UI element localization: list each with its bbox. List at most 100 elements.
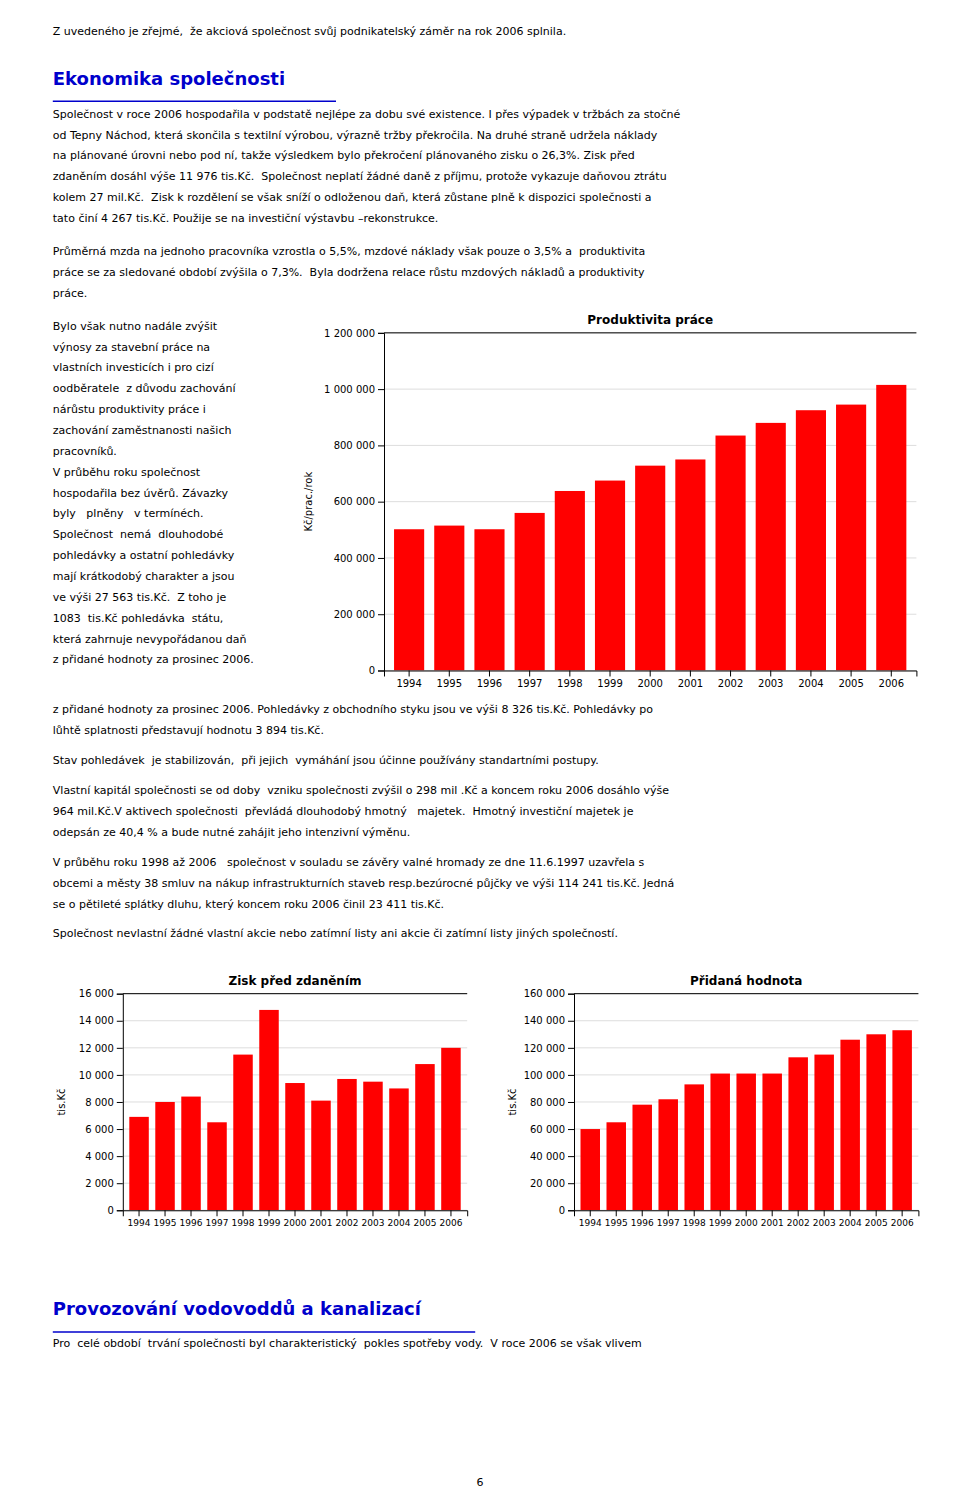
tick: 1998 (557, 670, 582, 688)
tick-mark (165, 1210, 166, 1216)
tick: 4 000 (85, 1151, 123, 1162)
tick: 400 000 (334, 553, 384, 564)
column-line: pracovníků. (53, 445, 117, 458)
tick-label: 2004 (388, 1218, 411, 1228)
tick-label: 2004 (839, 1218, 862, 1228)
tick-label: 400 000 (334, 553, 375, 564)
tick-label: 2000 (284, 1218, 307, 1228)
tick-label: 12 000 (79, 1043, 114, 1054)
tick-label: 1999 (597, 678, 622, 689)
tick: 16 000 (79, 988, 123, 999)
tick: 2003 (758, 670, 783, 688)
bar (736, 1074, 755, 1211)
tick-mark (720, 1210, 721, 1216)
bar (658, 1099, 677, 1210)
tick: 100 000 (524, 1070, 574, 1081)
bars (394, 385, 906, 671)
tick-mark (409, 670, 410, 676)
paragraph-line: 964 mil.Kč.V aktivech společnosti převlá… (53, 805, 634, 818)
tick: 2005 (865, 1210, 888, 1227)
paragraph-line: Společnost nevlastní žádné vlastní akcie… (53, 927, 618, 940)
tick-mark (568, 1102, 574, 1103)
tick-mark (798, 1210, 799, 1216)
tick-mark (117, 1183, 123, 1184)
tick: 0 (107, 1205, 122, 1216)
tick-mark (694, 1210, 695, 1216)
tick-mark (891, 670, 892, 676)
plot-area: 020 00040 00060 00080 000100 000120 0001… (524, 988, 919, 1227)
plot-area: 0 2 000 4 000 6 000 8 000 10 000 12 000 14 000 1… (79, 988, 468, 1227)
tick-mark (650, 670, 651, 676)
chart: 0 2 000 4 000 6 000 8 000 10 000 12 000 14 000 1… (56, 974, 468, 1228)
tick-label: 2002 (336, 1218, 359, 1228)
column-line: vlastních investicích i pro cizí (53, 361, 215, 374)
plot-frame (384, 332, 916, 333)
bar (181, 1097, 200, 1211)
tick-mark (590, 1210, 591, 1216)
tick-label: 2002 (718, 678, 743, 689)
y-axis: 020 00040 00060 00080 000100 000120 0001… (524, 988, 575, 1216)
tick-label: 1995 (437, 678, 462, 689)
tick: 1995 (605, 1210, 628, 1227)
tick-mark (243, 1210, 244, 1216)
bars (129, 1010, 460, 1210)
tick: 2003 (362, 1210, 385, 1227)
tick-mark (568, 1210, 574, 1211)
chart: 0200 000400 000600 000800 0001 000 0001 … (303, 313, 917, 689)
x-axis: 1994199519961997199819992000200120022003… (385, 670, 917, 688)
paragraph-line: kolem 27 mil.Kč. Zisk k rozdělení se vša… (53, 191, 652, 204)
tick: 1996 (180, 1210, 203, 1227)
tick-mark (568, 1183, 574, 1184)
bar (129, 1117, 148, 1210)
tick-label: 120 000 (524, 1043, 565, 1054)
paragraph-line: Stav pohledávek je stabilizován, při jej… (53, 754, 599, 767)
axis-line (117, 994, 124, 1211)
tick-mark (424, 1210, 425, 1216)
bar (233, 1055, 252, 1211)
bar (394, 529, 424, 670)
plot-area: 0200 000400 000600 000800 0001 000 0001 … (324, 328, 917, 689)
tick-label: 1997 (517, 678, 542, 689)
tick-label: 1998 (232, 1218, 255, 1228)
bar (285, 1083, 304, 1210)
bar (892, 1030, 911, 1210)
column-line: nárůstu produktivity práce i (53, 403, 206, 416)
tick-label: 2003 (362, 1218, 385, 1228)
tick-label: 1994 (128, 1218, 151, 1228)
bar (595, 481, 625, 671)
bar (515, 513, 545, 671)
tick-mark (117, 1021, 123, 1022)
tick-mark (569, 670, 570, 676)
tick: 8 000 (85, 1097, 123, 1108)
tick-label: 10 000 (79, 1070, 114, 1081)
column-line: mají krátkodobý charakter a jsou (53, 570, 235, 583)
tick-label: 40 000 (530, 1151, 565, 1162)
tick: 200 000 (334, 609, 384, 620)
bar (474, 529, 504, 670)
tick: 1994 (579, 1210, 602, 1227)
tick-mark (295, 1210, 296, 1216)
tick-label: 800 000 (334, 440, 375, 451)
tick: 2004 (798, 670, 823, 688)
tick-mark (450, 1210, 451, 1216)
tick-label: 1999 (709, 1218, 732, 1228)
column-line: oodběratele z důvodu zachování (53, 382, 237, 395)
tick-label: 60 000 (530, 1124, 565, 1135)
tick-label: 2001 (678, 678, 703, 689)
tick: 1996 (631, 1210, 654, 1227)
tick-label: 100 000 (524, 1070, 565, 1081)
tick-label: 1996 (477, 678, 502, 689)
tick: 2000 (637, 670, 662, 688)
tick: 160 000 (524, 988, 574, 999)
tick-mark (191, 1210, 192, 1216)
tick-label: 6 000 (85, 1124, 114, 1135)
tick: 2 000 (85, 1178, 123, 1189)
paragraph-line: V průběhu roku 1998 až 2006 společnost v… (53, 856, 645, 869)
tick: 14 000 (79, 1015, 123, 1026)
column-line: V průběhu roku společnost (53, 466, 201, 479)
tick-mark (378, 502, 384, 503)
bar (555, 491, 585, 671)
column-line: pohledávky a ostatní pohledávky (53, 549, 235, 562)
column-line: výnosy za stavební práce na (53, 341, 210, 354)
tick-mark (730, 670, 731, 676)
